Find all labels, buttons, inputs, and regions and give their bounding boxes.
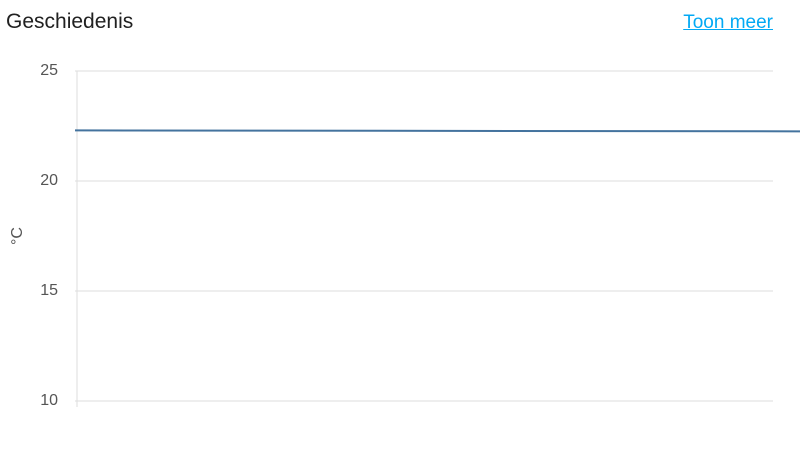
y-tick-label: 15 (40, 282, 58, 299)
y-tick-label: 25 (40, 62, 58, 79)
more-link[interactable]: Toon meer (683, 12, 773, 33)
card-title: Geschiedenis (6, 10, 134, 33)
y-axis-label: °C (9, 227, 26, 245)
y-tick-label: 20 (40, 172, 58, 189)
temperature-line (74, 129, 800, 133)
y-tick-label: 10 (40, 392, 58, 409)
